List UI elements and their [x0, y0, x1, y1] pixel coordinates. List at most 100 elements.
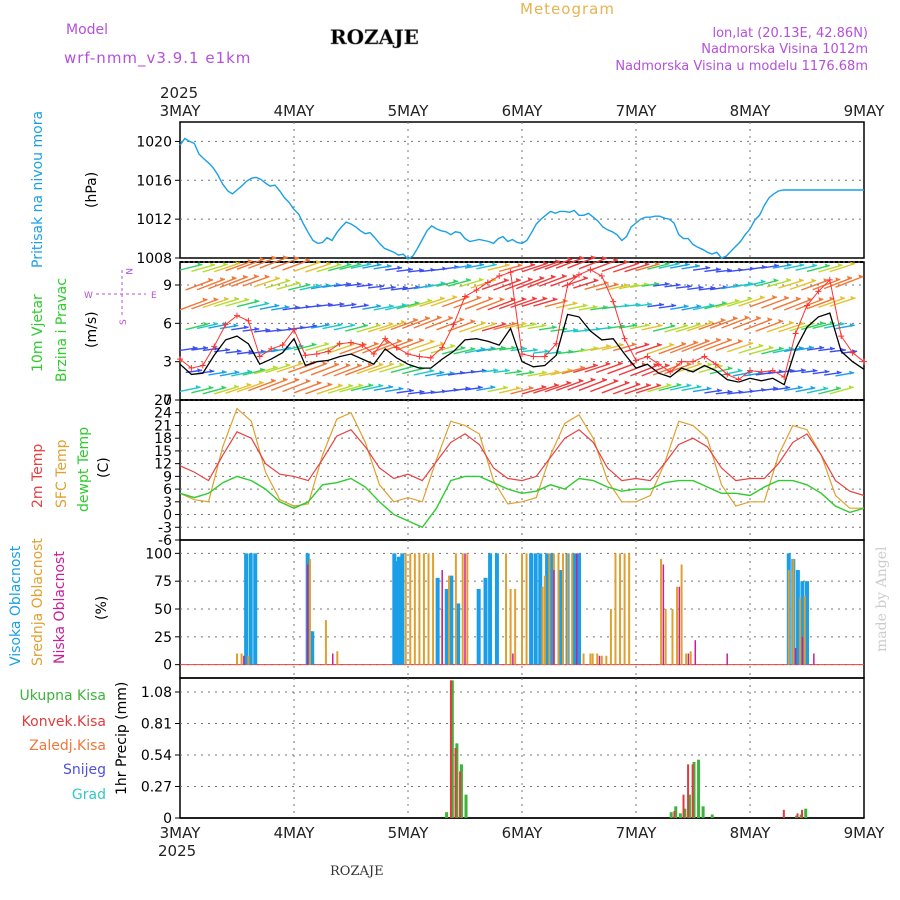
- y-tick-label: 1020: [136, 134, 172, 150]
- gust-marker: [302, 352, 309, 359]
- cloud-bar: [441, 570, 443, 665]
- wind-arrow-head: [412, 317, 418, 322]
- wind-arrow-head: [795, 296, 801, 301]
- cloud-bar: [609, 609, 612, 665]
- wind-arrow-head: [664, 281, 670, 286]
- wind-arrow-head: [835, 386, 841, 391]
- cloud-bar: [404, 553, 407, 665]
- cloud-bar: [509, 588, 512, 665]
- precip-bar: [669, 812, 673, 818]
- temp-2m-line: [179, 428, 865, 497]
- wind-arrow: [726, 342, 754, 353]
- y-tick-label: 25: [154, 630, 172, 646]
- wind-arrow-head: [788, 346, 794, 351]
- wind-arrow: [464, 297, 494, 310]
- wind-arrow-head: [824, 263, 830, 268]
- wind-arrow-head: [356, 281, 362, 286]
- wind-arrow: [772, 297, 801, 310]
- wind-arrow: [202, 298, 230, 309]
- wind-arrow-head: [686, 361, 692, 366]
- wind-arrow: [595, 362, 623, 374]
- y-tick-label: 27: [154, 393, 172, 409]
- gust-marker: [348, 339, 354, 346]
- cloud-unit: (%): [94, 596, 110, 620]
- wind-arrow-head: [707, 362, 713, 367]
- wind-arrow-head: [623, 259, 629, 264]
- precip-bar: [710, 814, 714, 818]
- wind-arrow: [236, 381, 264, 393]
- pressure-panel: 1008 1012 1016 1020: [136, 121, 865, 267]
- wind-arrow-head: [504, 262, 510, 267]
- wind-arrow: [590, 380, 619, 393]
- wind-arrow-head: [197, 368, 203, 373]
- gust-marker: [291, 326, 297, 333]
- gust-marker: [199, 362, 206, 369]
- wind-arrow-head: [847, 275, 853, 280]
- wind-arrow: [270, 257, 300, 270]
- wind-arrow: [504, 278, 533, 291]
- cloud-bar: [476, 588, 481, 665]
- wind-arrow-head: [503, 278, 509, 283]
- wind-arrow-head: [356, 363, 362, 368]
- cloud-bar: [409, 553, 412, 665]
- gust-marker: [211, 343, 218, 350]
- wind-arrow-head: [476, 295, 482, 300]
- wind-arrow-head: [259, 256, 265, 261]
- gust-marker: [610, 298, 617, 305]
- wind-arrow: [635, 343, 662, 354]
- wind-arrow-head: [819, 345, 825, 350]
- wind-arrow-head: [222, 262, 228, 267]
- wind-arrow: [544, 258, 573, 270]
- wind-arrow-head: [439, 341, 445, 346]
- cloud-bar: [253, 553, 258, 665]
- wind-arrow-head: [376, 262, 382, 267]
- wind-arrow-head: [504, 368, 510, 373]
- wind-arrow-head: [480, 346, 486, 351]
- wind-arrow-head: [203, 345, 209, 350]
- wind-arrow-head: [478, 277, 484, 282]
- bottom-day-label: 9MAY: [844, 824, 886, 842]
- wind-arrow-head: [656, 383, 662, 388]
- wind-arrow-head: [351, 302, 357, 307]
- gust-marker: [758, 368, 765, 375]
- wind-arrow-head: [459, 317, 465, 322]
- wind-arrow-head: [683, 323, 689, 328]
- gust-marker: [701, 353, 708, 360]
- cloud-bar: [582, 653, 585, 665]
- wind-arrow-head: [590, 377, 596, 382]
- wind-arrow-head: [567, 257, 573, 262]
- wind-arrow: [829, 297, 856, 307]
- wind-arrow: [704, 339, 733, 351]
- wind-arrow: [806, 297, 835, 310]
- wind-arrow-head: [501, 321, 507, 326]
- cloud-bar: [598, 655, 601, 665]
- precip-bar: [454, 748, 457, 818]
- wind-arrow-head: [367, 362, 373, 367]
- cloud-bar: [392, 553, 397, 665]
- precip-bar: [678, 813, 682, 818]
- wind-arrow: [521, 262, 548, 273]
- wind-arrow-head: [624, 380, 630, 385]
- wind-arrow-head: [350, 322, 356, 327]
- cloud-bar: [562, 553, 565, 665]
- wind-arrow-head: [555, 259, 561, 264]
- cloud-bar: [332, 653, 334, 665]
- wind-arrow-head: [419, 389, 425, 394]
- wind-arrow-head: [378, 383, 384, 388]
- compass-w: W: [84, 291, 93, 301]
- gust-marker: [804, 302, 810, 309]
- gust-marker: [553, 340, 560, 347]
- gust-marker: [633, 357, 639, 364]
- cloud-bar: [571, 553, 574, 665]
- dewpt-line: [179, 475, 865, 529]
- wind-arrow-head: [676, 382, 682, 387]
- gust-marker: [462, 293, 468, 300]
- cloud-bar: [557, 553, 560, 665]
- wind-arrow-head: [418, 337, 424, 342]
- wind-arrow: [698, 319, 726, 331]
- cloud-bar: [514, 588, 517, 665]
- wind-arrow: [185, 279, 214, 291]
- precip-bar: [450, 680, 454, 818]
- wind-arrow-head: [657, 323, 663, 328]
- wind-arrow-head: [358, 383, 364, 388]
